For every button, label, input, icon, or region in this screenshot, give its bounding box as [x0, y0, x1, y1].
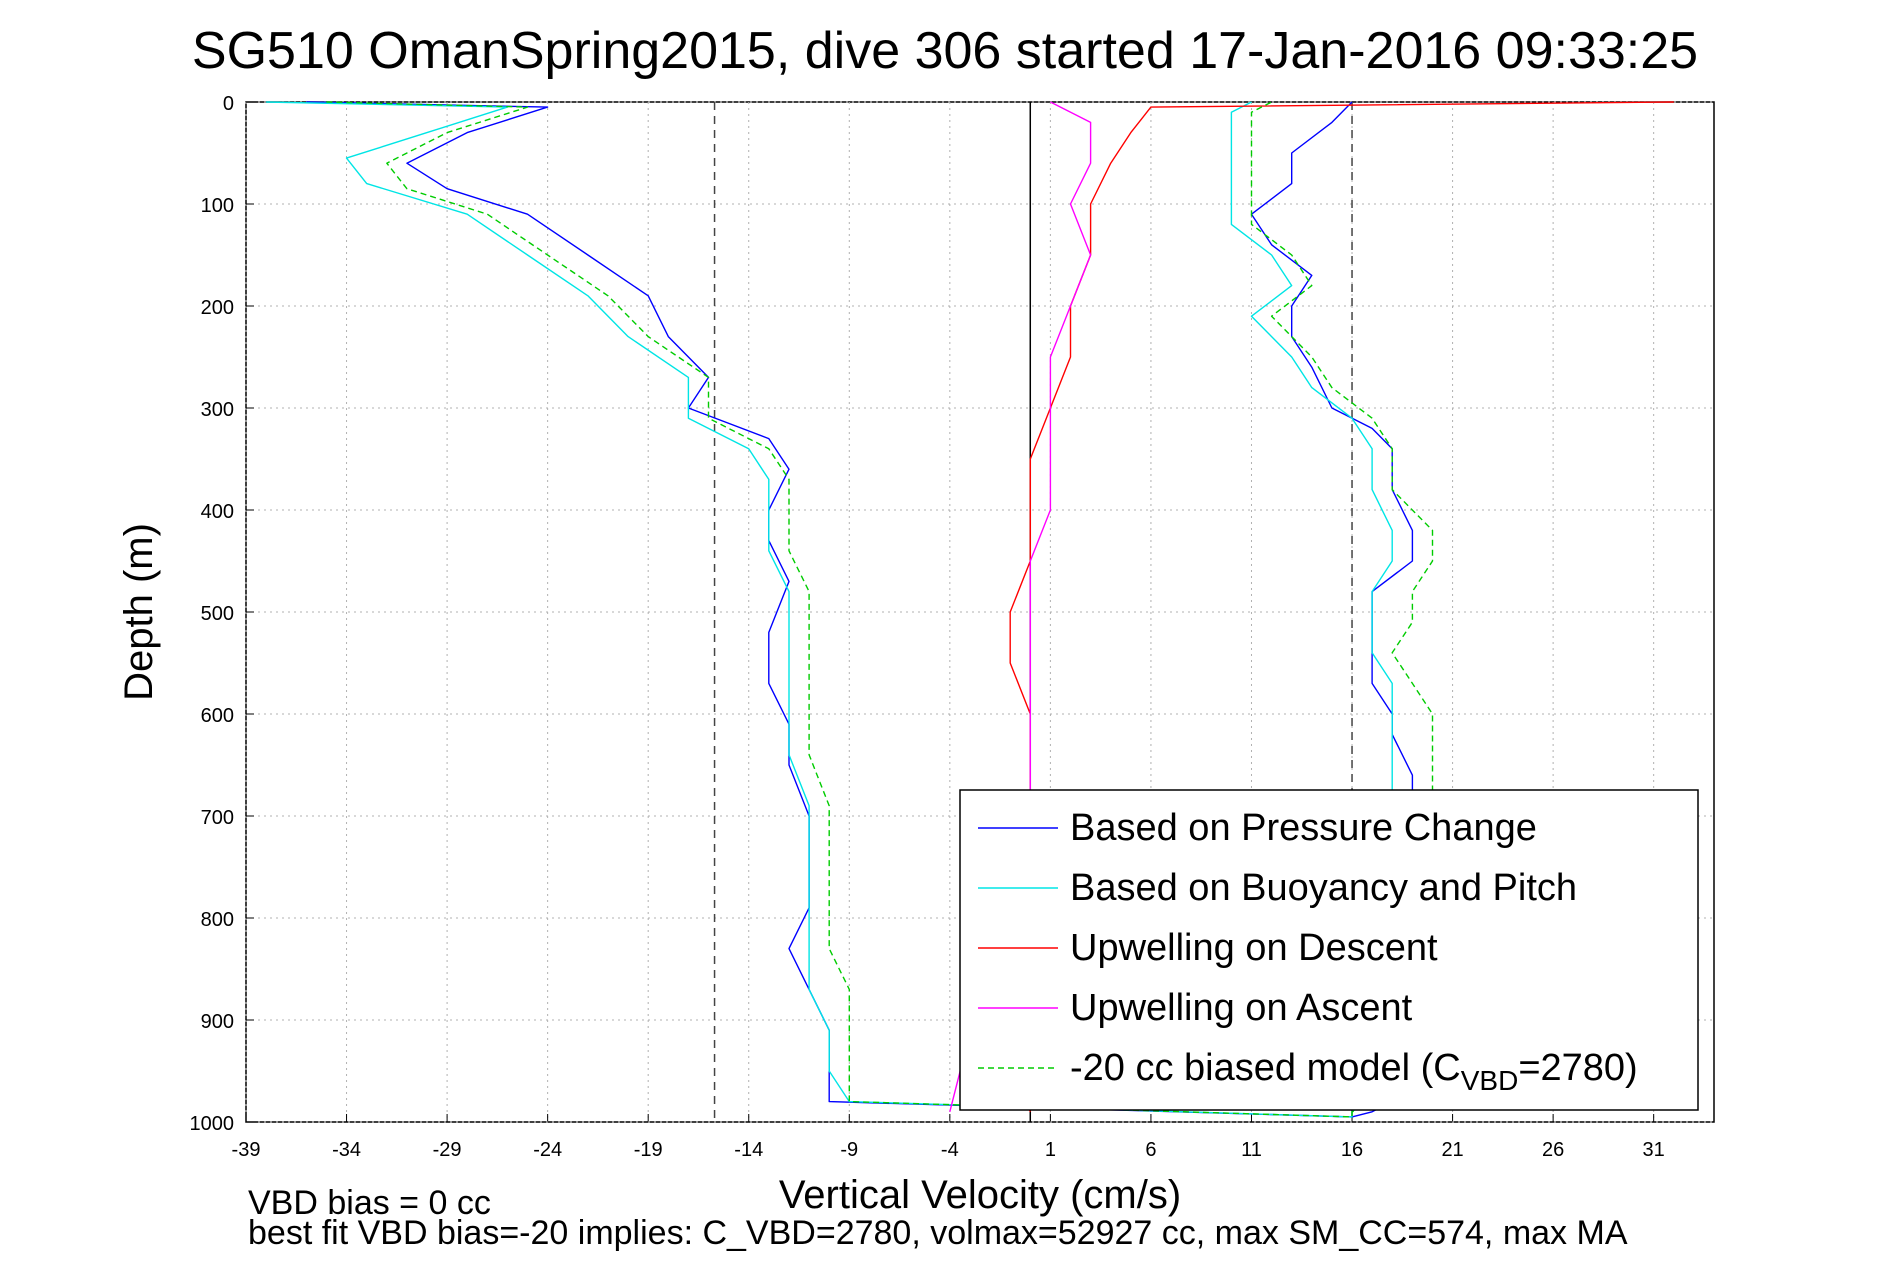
x-tick-label: -34: [332, 1139, 361, 1161]
legend-label-4: -20 cc biased model (CVBD=2780): [1070, 1047, 1638, 1096]
x-tick-label: -39: [232, 1139, 261, 1161]
chart-title: SG510 OmanSpring2015, dive 306 started 1…: [192, 22, 1698, 80]
x-axis-label: Vertical Velocity (cm/s): [779, 1173, 1181, 1217]
x-tick-label: -14: [734, 1139, 763, 1161]
legend-box: [959, 789, 1699, 1111]
y-tick-label: 900: [201, 1011, 234, 1033]
x-tick-label: 6: [1145, 1139, 1156, 1161]
y-tick-label: 800: [201, 909, 234, 931]
x-tick-label: 21: [1441, 1139, 1463, 1161]
y-axis-label: Depth (m): [117, 523, 161, 701]
legend-label-0: Based on Pressure Change: [1070, 807, 1537, 849]
x-tick-label: -24: [533, 1139, 562, 1161]
legend: Based on Pressure Change Based on Buoyanc…: [959, 789, 1699, 1111]
series-line-3: [949, 101, 1092, 1112]
legend-label-3: Upwelling on Ascent: [1070, 987, 1413, 1029]
y-tick-label: 700: [201, 807, 234, 829]
x-tick-label: -9: [840, 1139, 858, 1161]
y-tick-label: 500: [201, 603, 234, 625]
legend-items: Based on Pressure Change Based on Buoyanc…: [978, 807, 1638, 1096]
x-tick-label: 11: [1241, 1139, 1262, 1161]
y-tick-label: 300: [201, 399, 234, 421]
y-tick-label: 200: [201, 297, 234, 319]
annotation-vbd-bias: VBD bias = 0 cc: [248, 1184, 491, 1222]
x-tick-label: -29: [433, 1139, 462, 1161]
y-tick-label: 400: [201, 501, 234, 523]
y-tick-label: 0: [223, 93, 234, 115]
y-tick-label: 600: [201, 705, 234, 727]
x-tick-label: 16: [1341, 1139, 1363, 1161]
x-tick-labels: -39 -34 -29 -24 -19 -14 -9 -4 1 6 11 16 21 26 31: [232, 1139, 1665, 1161]
x-tick-label: 1: [1045, 1139, 1056, 1161]
y-tick-labels: 0 100 200 300 400 500 600 700 800 900 1000: [190, 93, 235, 1135]
x-tick-label: -4: [941, 1139, 959, 1161]
y-tick-label: 1000: [190, 1113, 235, 1135]
x-tick-label: -19: [634, 1139, 663, 1161]
x-tick-label: 31: [1643, 1139, 1665, 1161]
annotation-best-fit: best fit VBD bias=-20 implies: C_VBD=278…: [248, 1214, 1628, 1252]
y-tick-label: 100: [201, 195, 234, 217]
legend-label-1: Based on Buoyancy and Pitch: [1070, 867, 1577, 909]
legend-label-2: Upwelling on Descent: [1070, 927, 1438, 969]
x-tick-label: 26: [1542, 1139, 1564, 1161]
